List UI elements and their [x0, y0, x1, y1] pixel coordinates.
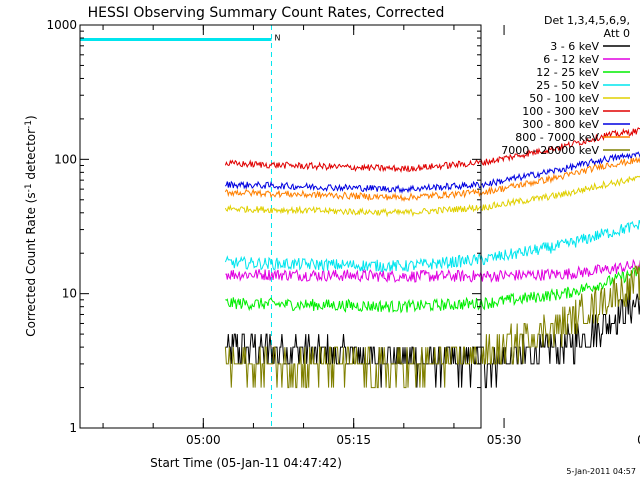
- x-tick-label-3: 05:45: [637, 433, 640, 447]
- legend-label-0: 3 - 6 keV: [550, 40, 599, 53]
- y-tick-label-0: 1: [69, 421, 77, 435]
- y-axis-label: Corrected Count Rate (s-1 detector-1): [24, 115, 38, 336]
- legend-header-0: Det 1,3,4,5,6,9,: [544, 14, 630, 27]
- series-line-5: [224, 127, 640, 173]
- legend-label-4: 50 - 100 keV: [529, 92, 599, 105]
- x-tick-label-0: 05:00: [186, 433, 221, 447]
- y-axis: 1 10 100 1000: [46, 18, 481, 435]
- series-line-7: [224, 156, 640, 202]
- y-tick-label-1: 10: [62, 287, 77, 301]
- chart-title: HESSI Observing Summary Count Rates, Cor…: [88, 5, 445, 21]
- legend-header-1: Att 0: [604, 27, 630, 40]
- y-tick-label-2: 100: [54, 152, 77, 166]
- y-tick-label-3: 1000: [46, 18, 77, 32]
- x-tick-label-2: 05:30: [487, 433, 522, 447]
- night-flag-label: N: [274, 33, 280, 42]
- legend-label-2: 12 - 25 keV: [536, 66, 599, 79]
- series-line-6: [224, 151, 640, 194]
- y-axis-label-sup1: -1: [24, 183, 34, 192]
- series-line-3: [224, 219, 640, 273]
- series-line-4: [224, 175, 640, 218]
- y-axis-label-part3: ): [24, 115, 38, 120]
- legend-label-3: 25 - 50 keV: [536, 79, 599, 92]
- legend-label-6: 300 - 800 keV: [522, 118, 599, 131]
- series-line-1: [225, 258, 640, 284]
- legend-label-5: 100 - 300 keV: [522, 105, 599, 118]
- series-line-8: [224, 262, 640, 389]
- y-axis-label-sup2: -1: [24, 120, 34, 129]
- plot-frame: [79, 24, 482, 429]
- legend-label-8: 7000 - 20000 keV: [501, 144, 599, 157]
- y-axis-label-part2: detector: [24, 129, 38, 184]
- timestamp-stamp: 5-Jan-2011 04:57: [566, 467, 636, 476]
- legend-label-1: 6 - 12 keV: [543, 53, 599, 66]
- legend-label-7: 800 - 7000 keV: [515, 131, 599, 144]
- y-axis-label-part1: Corrected Count Rate (s: [24, 192, 38, 336]
- series-lines: [224, 127, 640, 389]
- flag-bars: N: [80, 33, 280, 42]
- x-tick-label-1: 05:15: [336, 433, 371, 447]
- series-line-0: [225, 288, 640, 389]
- x-axis-label: Start Time (05-Jan-11 04:47:42): [150, 456, 342, 470]
- series-line-2: [225, 267, 640, 314]
